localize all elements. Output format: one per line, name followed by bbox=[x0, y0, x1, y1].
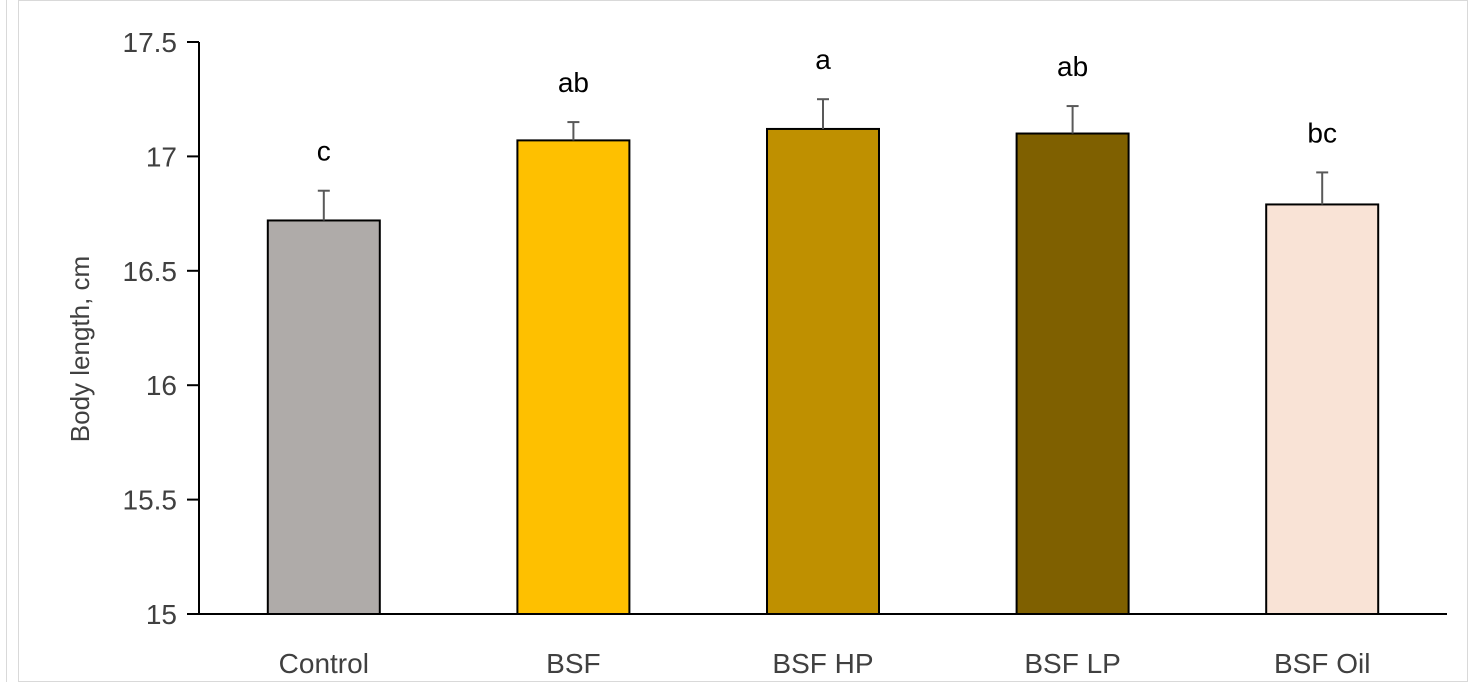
category-label: BSF bbox=[546, 648, 600, 679]
significance-label: bc bbox=[1307, 117, 1337, 148]
y-axis-ticks: 15 15.5 16 16.5 17 17.5 bbox=[123, 27, 199, 630]
y-tick-label: 16.5 bbox=[123, 256, 178, 287]
category-label: BSF LP bbox=[1024, 648, 1120, 679]
significance-label: ab bbox=[1057, 51, 1088, 82]
bars bbox=[266, 127, 1380, 616]
y-tick-label: 15 bbox=[146, 599, 177, 630]
bar-control bbox=[266, 219, 381, 616]
y-tick-label: 17 bbox=[146, 141, 177, 172]
y-tick-label: 16 bbox=[146, 370, 177, 401]
significance-labels: c ab a ab bc bbox=[317, 44, 1337, 167]
bar-bsf-lp bbox=[1015, 132, 1130, 616]
bar-bsf-oil bbox=[1265, 203, 1380, 615]
left-frame-rule bbox=[6, 0, 7, 682]
category-label: BSF HP bbox=[772, 648, 873, 679]
significance-label: c bbox=[317, 136, 331, 167]
category-label: Control bbox=[279, 648, 369, 679]
y-axis-title: Body length, cm bbox=[65, 256, 95, 442]
error-bars bbox=[317, 98, 1329, 221]
y-tick-label: 17.5 bbox=[123, 27, 178, 58]
significance-label: ab bbox=[558, 67, 589, 98]
chart-frame: Body length, cm 15 15.5 16 16.5 17 17.5 c ab a a… bbox=[18, 0, 1468, 682]
bar-chart: Body length, cm 15 15.5 16 16.5 17 17.5 c ab a a… bbox=[65, 27, 1447, 679]
bar-bsf-hp bbox=[766, 127, 880, 615]
significance-label: a bbox=[815, 44, 831, 75]
y-tick-label: 15.5 bbox=[123, 485, 178, 516]
category-labels: Control BSF BSF HP BSF LP BSF Oil bbox=[279, 648, 1371, 679]
category-label: BSF Oil bbox=[1274, 648, 1370, 679]
y-axis-title-group: Body length, cm bbox=[65, 256, 95, 442]
bar-bsf bbox=[516, 139, 631, 615]
